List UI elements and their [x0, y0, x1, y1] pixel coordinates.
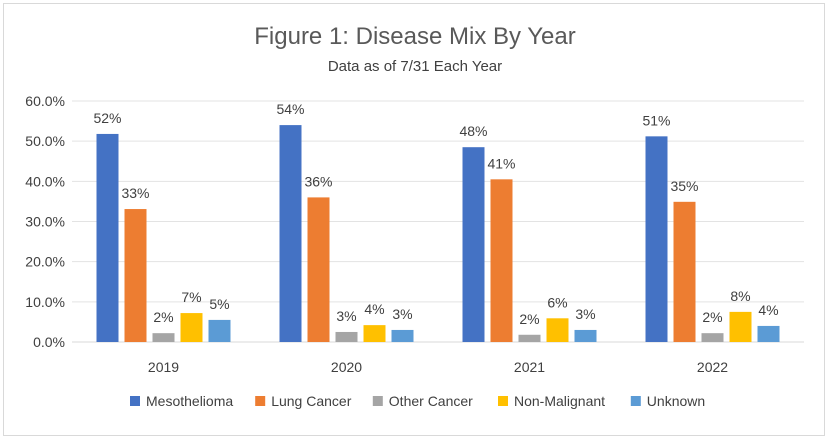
- data-label: 2%: [153, 309, 173, 325]
- data-label: 8%: [730, 288, 750, 304]
- bar-non-malignant-2022: [729, 311, 752, 342]
- data-label: 2%: [519, 311, 539, 327]
- bar-other-cancer-2019: [152, 333, 175, 342]
- data-label: 51%: [642, 112, 670, 128]
- legend: Mesothelioma Lung Cancer Other Cancer Non-M…: [130, 393, 705, 409]
- data-labels: 52% 33% 2% 7% 5% 54% 36% 3% 4% 3% 48%41% 2% 6% 3% 51% 3…: [93, 101, 778, 327]
- x-tick-label: 2020: [331, 359, 362, 375]
- data-label: 48%: [459, 123, 487, 139]
- legend-swatch-unknown: [630, 396, 641, 406]
- bar-other-cancer-2020: [335, 331, 358, 342]
- bar-unknown-2021: [574, 329, 597, 342]
- data-label: 33%: [121, 185, 149, 201]
- y-tick-label: 50.0%: [25, 133, 65, 149]
- data-label: 3%: [336, 308, 356, 324]
- chart-subtitle: Data as of 7/31 Each Year: [328, 58, 502, 75]
- x-tick-label: 2021: [514, 359, 545, 375]
- y-tick-label: 60.0%: [25, 93, 65, 109]
- bars: [96, 125, 780, 342]
- data-label: 5%: [209, 296, 229, 312]
- legend-swatch-mesothelioma: [130, 396, 140, 406]
- data-label: 2%: [702, 309, 722, 325]
- legend-label-non-malignant: Non-Malignant: [514, 393, 605, 409]
- bar-other-cancer-2022: [701, 333, 724, 342]
- data-label: 54%: [276, 101, 304, 117]
- bar-non-malignant-2020: [363, 325, 386, 342]
- legend-label-lung-cancer: Lung Cancer: [271, 393, 352, 409]
- bar-unknown-2020: [391, 329, 414, 342]
- data-label: 6%: [547, 294, 567, 310]
- data-label: 4%: [364, 301, 384, 317]
- bar-non-malignant-2021: [546, 318, 569, 342]
- bar-mesothelioma-2022: [645, 136, 668, 342]
- legend-label-other-cancer: Other Cancer: [389, 393, 473, 409]
- bar-mesothelioma-2021: [462, 147, 485, 342]
- data-label: 3%: [575, 306, 595, 322]
- bar-mesothelioma-2019: [96, 133, 119, 342]
- y-tick-label: 30.0%: [25, 214, 65, 230]
- bar-non-malignant-2019: [180, 313, 203, 342]
- bar-lung-cancer-2021: [490, 179, 513, 342]
- data-label: 4%: [758, 302, 778, 318]
- bar-lung-cancer-2019: [124, 209, 147, 342]
- x-axis: 2019 2020 2021 2022: [148, 359, 728, 375]
- data-label: 7%: [181, 289, 201, 305]
- chart-title: Figure 1: Disease Mix By Year: [254, 23, 575, 50]
- bar-other-cancer-2021: [518, 334, 541, 342]
- x-tick-label: 2022: [697, 359, 728, 375]
- data-label: 36%: [304, 173, 332, 189]
- y-tick-label: 0.0%: [33, 334, 65, 350]
- bar-mesothelioma-2020: [279, 125, 302, 342]
- legend-swatch-other-cancer: [372, 396, 383, 406]
- legend-swatch-non-malignant: [498, 396, 508, 406]
- legend-label-unknown: Unknown: [647, 393, 705, 409]
- y-axis: 0.0% 10.0% 20.0% 30.0% 40.0% 50.0% 60.0%: [25, 93, 65, 350]
- y-tick-label: 20.0%: [25, 254, 65, 270]
- data-label: 3%: [392, 306, 412, 322]
- y-tick-label: 40.0%: [25, 173, 65, 189]
- bar-lung-cancer-2022: [673, 201, 696, 342]
- bar-unknown-2019: [208, 319, 231, 342]
- data-label: 52%: [93, 110, 121, 126]
- legend-swatch-lung-cancer: [255, 396, 266, 406]
- y-tick-label: 10.0%: [25, 294, 65, 310]
- data-label: 41%: [487, 155, 515, 171]
- bar-unknown-2022: [757, 325, 780, 342]
- legend-label-mesothelioma: Mesothelioma: [146, 393, 233, 409]
- bar-lung-cancer-2020: [307, 197, 330, 342]
- data-label: 35%: [670, 178, 698, 194]
- x-tick-label: 2019: [148, 359, 179, 375]
